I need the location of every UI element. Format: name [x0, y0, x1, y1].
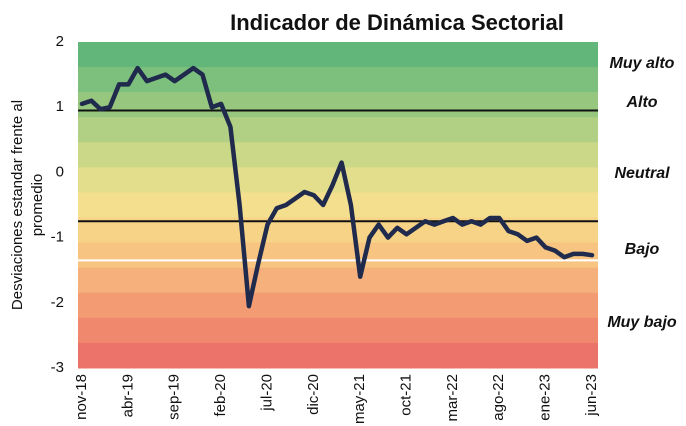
- y-tick-label: 0: [56, 163, 64, 180]
- y-tick-label: -2: [51, 294, 64, 311]
- zone-label: Alto: [625, 94, 657, 111]
- background-band: [78, 142, 598, 168]
- x-tick-label: ene-23: [537, 374, 554, 421]
- background-band: [78, 67, 598, 93]
- y-axis-label: Desviaciones estandar frente al: [9, 100, 26, 310]
- y-tick-label: 2: [56, 33, 64, 50]
- background-band: [78, 267, 598, 294]
- background-band: [78, 42, 598, 68]
- x-tick-label: jul-20: [258, 374, 275, 412]
- x-tick-label: sep-19: [166, 374, 183, 420]
- x-tick-label: jun-23: [583, 374, 600, 417]
- zone-label: Bajo: [625, 241, 660, 258]
- x-tick-label: feb-20: [212, 374, 229, 417]
- zone-label: Neutral: [614, 165, 670, 182]
- y-axis-label: promedio: [29, 174, 46, 237]
- x-tick-label: oct-21: [398, 374, 415, 416]
- zone-label: Muy bajo: [607, 314, 677, 331]
- x-tick-label: ago-22: [490, 374, 507, 421]
- data-line: [79, 65, 595, 309]
- x-tick-label: dic-20: [305, 374, 322, 415]
- y-tick-label: -3: [51, 359, 64, 376]
- y-tick-label: 1: [56, 98, 64, 115]
- x-tick-label: nov-18: [73, 374, 90, 420]
- background-band: [78, 242, 598, 269]
- chart-title: Indicador de Dinámica Sectorial: [230, 10, 564, 35]
- x-tick-label: abr-19: [119, 374, 136, 417]
- background-band: [78, 292, 598, 319]
- zone-label: Muy alto: [610, 55, 675, 72]
- background-band: [78, 92, 598, 118]
- x-tick-label: mar-22: [444, 374, 461, 422]
- background-band: [78, 317, 598, 344]
- y-tick-label: -1: [51, 229, 64, 246]
- background-band: [78, 192, 598, 219]
- background-band: [78, 117, 598, 143]
- x-tick-label: may-21: [351, 374, 368, 424]
- background-band: [78, 342, 598, 369]
